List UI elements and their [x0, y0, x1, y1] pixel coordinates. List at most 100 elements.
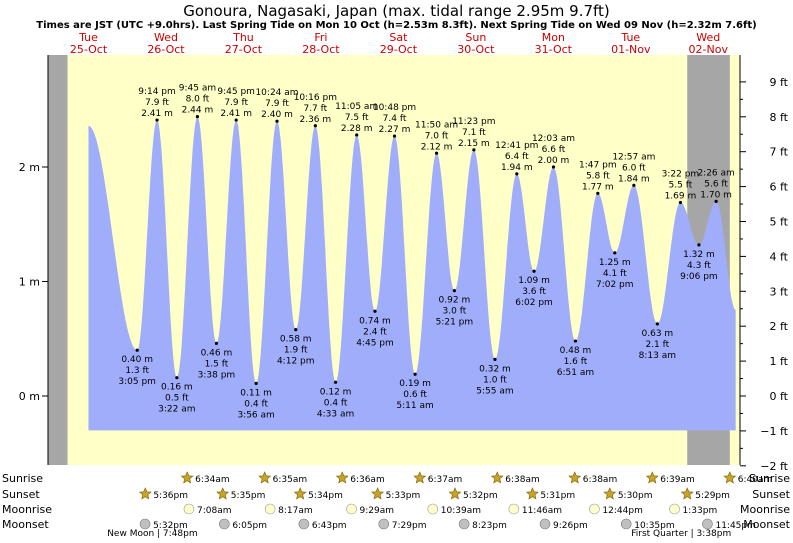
right-tick-label: −1 ft [760, 425, 788, 438]
sun-icon [448, 487, 462, 500]
tide-time-label: 11:23 pm [452, 117, 495, 127]
tide-point-marker [515, 172, 519, 176]
right-tick-label: 2 ft [770, 320, 789, 333]
moon-icon [219, 518, 230, 530]
moonset-event: 11:45pm [702, 518, 756, 531]
sunset-event: 5:35pm [216, 487, 265, 501]
high-tide-point: 3:22 pm5.5 ft1.69 m [662, 169, 700, 205]
left-tick-label: 1 m [19, 276, 40, 289]
right-tick-label: 7 ft [770, 146, 789, 159]
sunset-event: 5:32pm [448, 487, 498, 501]
tide-curve-area [88, 116, 736, 431]
sun-icon [490, 471, 504, 484]
sunrise-time: 6:35am [273, 475, 308, 485]
sunrise-event: 6:38am [490, 471, 540, 485]
tide-time-label: 5:55 am [476, 386, 513, 396]
day-date: 02-Nov [689, 43, 729, 56]
tide-height-m-label: 0.48 m [560, 346, 592, 356]
plot-area: 0.40 m1.3 ft3:05 pm9:14 pm7.9 ft2.41 m0.… [48, 55, 793, 465]
tide-time-label: 3:22 pm [662, 169, 700, 179]
high-tide-point: 12:03 am6.6 ft2.00 m [532, 134, 575, 169]
tide-time-label: 3:22 am [158, 405, 195, 415]
tide-time-label: 5:21 pm [436, 318, 474, 328]
sunset-event: 5:30pm [603, 487, 653, 501]
sunset-event: 5:34pm [293, 487, 343, 501]
moonrise-time: 11:46am [522, 506, 562, 516]
low-tide-point: 0.74 m2.4 ft4:45 pm [356, 309, 394, 348]
moon-phase-label: New Moon | 7:48pm [107, 529, 197, 539]
tide-height-m-label: 1.69 m [665, 191, 697, 201]
day-date: 26-Oct [147, 43, 185, 56]
row-label-left: Moonrise [2, 503, 52, 516]
tide-height-m-label: 0.63 m [642, 329, 674, 339]
tide-height-ft-label: 7.7 ft [303, 104, 327, 114]
tide-time-label: 9:14 pm [138, 87, 176, 97]
tide-time-label: 8:13 am [639, 351, 676, 361]
tide-height-ft-label: 7.9 ft [145, 98, 169, 108]
tide-height-m-label: 0.12 m [320, 387, 352, 397]
moon-icon [508, 503, 520, 515]
tide-height-m-label: 2.28 m [341, 124, 373, 134]
day-name: Sun [465, 31, 486, 44]
tide-point-marker [493, 357, 497, 361]
moonset-time: 11:45pm [715, 521, 755, 531]
tide-point-marker [655, 322, 659, 326]
day-name: Wed [696, 31, 720, 44]
low-tide-point: 0.19 m0.6 ft5:11 am [396, 372, 434, 411]
tide-height-m-label: 1.32 m [683, 250, 715, 260]
moonrise-time: 7:08am [197, 506, 232, 516]
moon-icon [139, 518, 151, 530]
sunset-event: 5:29pm [680, 487, 730, 501]
sunset-time: 5:33pm [386, 491, 421, 501]
tide-time-label: 9:06 pm [680, 272, 718, 282]
low-tide-point: 1.32 m4.3 ft9:06 pm [680, 243, 718, 282]
moon-icon [669, 503, 680, 515]
row-label-right: Sunset [752, 488, 790, 501]
right-axis-background [740, 55, 793, 465]
tide-point-marker [214, 341, 219, 345]
tide-point-marker [334, 380, 338, 384]
day-name: Thu [232, 31, 254, 44]
tide-height-ft-label: 3.0 ft [443, 307, 467, 317]
right-tick-label: 8 ft [770, 111, 789, 124]
sunset-time: 5:32pm [463, 491, 498, 501]
tide-point-marker [355, 133, 359, 137]
tide-time-label: 12:03 am [532, 134, 575, 144]
tide-height-ft-label: 1.0 ft [483, 375, 507, 385]
tide-time-label: 3:38 pm [198, 370, 236, 380]
tide-point-marker [275, 119, 279, 123]
tide-point-marker [392, 134, 397, 138]
tide-time-label: 10:48 pm [373, 103, 416, 113]
tide-height-m-label: 0.92 m [439, 296, 471, 306]
high-tide-point: 1:47 pm5.8 ft1.77 m [579, 160, 617, 195]
tide-height-m-label: 1.70 m [700, 190, 732, 200]
tide-height-ft-label: 6.0 ft [622, 163, 646, 173]
moonset-event: 8:23pm [458, 518, 507, 531]
tide-height-ft-label: 4.3 ft [687, 261, 711, 271]
right-tick-label: 1 ft [770, 355, 789, 368]
tide-height-ft-label: 0.4 ft [244, 399, 268, 409]
sunrise-event: 6:38am [568, 471, 617, 485]
sun-icon [525, 487, 539, 500]
tide-time-label: 12:41 pm [495, 141, 538, 151]
tide-height-m-label: 1.77 m [582, 182, 614, 192]
moonrise-time: 9:29am [360, 506, 395, 516]
tide-point-marker [195, 115, 200, 119]
sun-icon [680, 487, 694, 500]
right-tick-label: 3 ft [770, 285, 789, 298]
tide-time-label: 9:45 pm [217, 87, 255, 97]
high-tide-point: 12:57 am6.0 ft1.84 m [612, 152, 655, 187]
tide-height-ft-label: 5.5 ft [669, 180, 693, 190]
sun-icon [371, 487, 385, 500]
tide-height-ft-label: 1.6 ft [564, 357, 588, 367]
day-date: 28-Oct [302, 43, 340, 56]
high-tide-point: 12:41 pm6.4 ft1.94 m [495, 141, 538, 176]
tide-point-marker [551, 165, 556, 169]
high-tide-point: 2:26 am5.6 ft1.70 m [697, 168, 735, 203]
tide-time-label: 6:02 pm [515, 298, 553, 308]
row-label-left: Sunset [2, 488, 40, 501]
sunrise-time: 6:38am [505, 475, 539, 485]
sunrise-time: 6:40am [738, 475, 773, 485]
day-name: Tue [620, 31, 640, 44]
